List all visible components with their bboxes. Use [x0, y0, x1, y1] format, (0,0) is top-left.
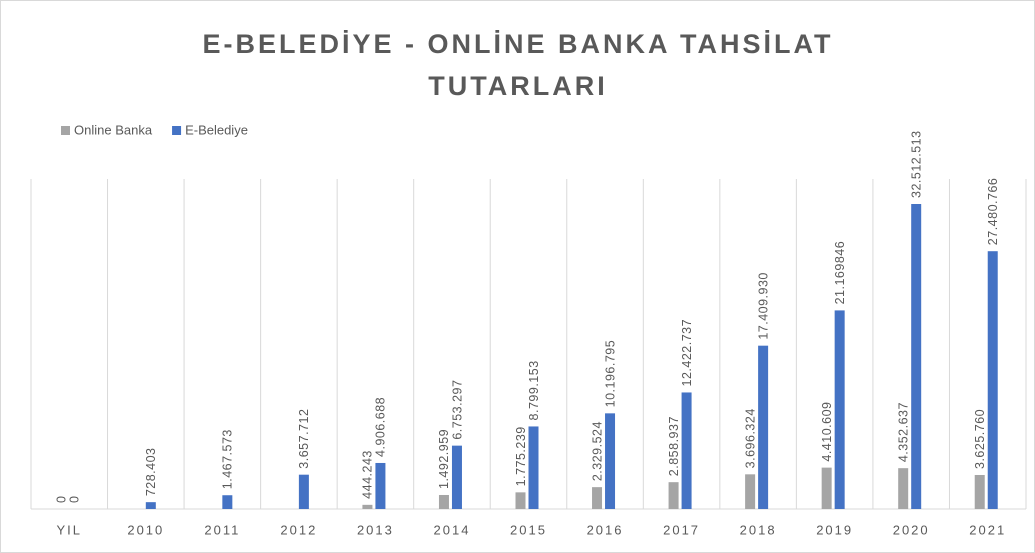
bar — [438, 494, 449, 509]
bar — [834, 310, 845, 509]
value-label: 0 — [55, 496, 69, 503]
bar — [298, 474, 309, 509]
value-label: 27.480.766 — [986, 178, 1000, 246]
value-label: 444.243 — [361, 450, 375, 499]
x-tick-label: 2013 — [357, 522, 394, 537]
value-label: 1.492.959 — [437, 429, 451, 489]
x-tick-label: 2021 — [969, 522, 1006, 537]
value-label: 6.753.297 — [450, 380, 464, 440]
bar — [745, 474, 756, 509]
bar — [375, 462, 386, 509]
x-tick-label: 2017 — [663, 522, 700, 537]
bar — [758, 345, 769, 509]
x-tick-label: 2018 — [740, 522, 777, 537]
x-tick-label: 2016 — [587, 522, 624, 537]
value-label: 21.169846 — [833, 241, 847, 305]
x-tick-label: 2010 — [127, 522, 164, 537]
bar — [987, 251, 998, 510]
bar — [898, 468, 909, 509]
value-label: 17.409.930 — [756, 272, 770, 340]
bar — [592, 487, 603, 509]
bar — [911, 204, 922, 509]
value-label: 8.799.153 — [527, 360, 541, 420]
value-label: 4.906.688 — [374, 397, 388, 457]
bar — [668, 482, 679, 509]
legend-swatch — [61, 126, 70, 135]
value-label: 2.858.937 — [667, 416, 681, 476]
legend-label: E-Belediye — [185, 122, 248, 137]
bar — [821, 467, 832, 509]
x-tick-label: 2019 — [816, 522, 853, 537]
value-label: 1.467.573 — [221, 429, 235, 489]
value-label: 12.422.737 — [680, 319, 694, 387]
chart-title: E-BELEDİYE - ONLİNE BANKA TAHSİLAT TUTAR… — [202, 29, 834, 101]
legend-swatch — [172, 126, 182, 135]
bar — [145, 502, 156, 509]
legend-label: Online Banka — [74, 122, 153, 137]
bar — [605, 413, 616, 509]
bar — [515, 492, 526, 509]
bar — [451, 445, 462, 509]
x-tick-label: 2011 — [204, 522, 240, 537]
value-label: 4.352.637 — [896, 402, 910, 462]
value-label: 3.657.712 — [297, 409, 311, 469]
bar — [528, 426, 539, 509]
x-tick-label: YIL — [57, 522, 83, 537]
value-label: 728.403 — [144, 447, 158, 496]
value-label: 3.696.324 — [743, 408, 757, 468]
x-tick-label: 2012 — [280, 522, 317, 537]
bar — [974, 474, 985, 509]
value-label: 10.196.795 — [603, 340, 617, 408]
value-label: 2.329.524 — [590, 421, 604, 481]
value-label: 1.775.239 — [514, 426, 528, 486]
bar — [362, 504, 373, 509]
value-label: 32.512.513 — [909, 130, 923, 198]
bar — [222, 495, 233, 509]
value-label: 0 — [68, 496, 82, 503]
value-label: 3.625.760 — [973, 409, 987, 469]
x-tick-label: 2020 — [893, 522, 930, 537]
bar — [681, 392, 692, 509]
x-tick-label: 2015 — [510, 522, 547, 537]
value-label: 4.410.609 — [820, 402, 834, 462]
x-tick-label: 2014 — [434, 522, 471, 537]
